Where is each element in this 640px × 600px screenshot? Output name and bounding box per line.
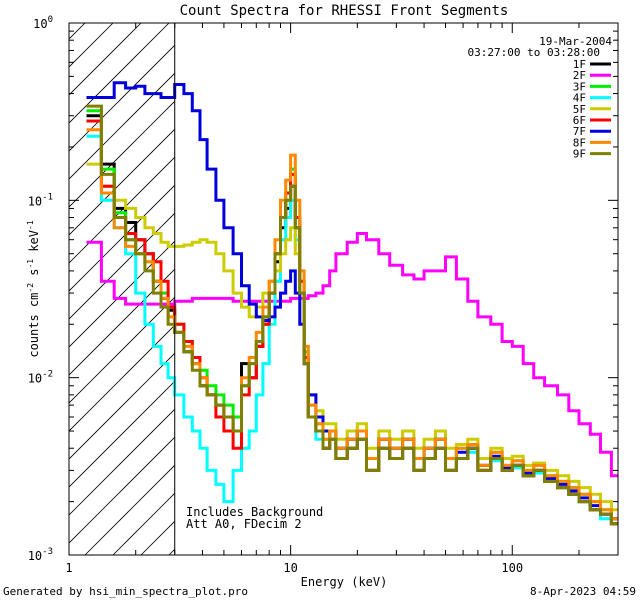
hatch-line [69, 23, 170, 124]
axes: 10-3 10-2 10-1 100 1 10 100 [28, 15, 619, 575]
y-tick-label: 10-3 [28, 547, 53, 563]
hatch-line [69, 72, 175, 180]
hatch-line [69, 436, 175, 544]
legend: 19-Mar-2004 03:27:00 to 03:28:00 1F2F3F4… [468, 35, 613, 161]
legend-label: 1F [573, 58, 586, 71]
series-layer [86, 81, 618, 526]
legend-date: 19-Mar-2004 [539, 35, 612, 48]
y-axis-label: counts cm-2 s-1 keV-1 [26, 220, 41, 357]
y-tick-label: 10-1 [28, 192, 53, 208]
legend-label: 3F [573, 80, 586, 93]
annotation-background: Includes Background [186, 505, 323, 519]
legend-label: 7F [573, 125, 586, 138]
annotation-attenuator: Att A0, FDecim 2 [186, 517, 302, 531]
hatch-line [69, 268, 175, 376]
hatch-line [69, 23, 142, 96]
legend-label: 2F [573, 69, 586, 82]
plot-frame [68, 22, 619, 556]
series-line-2F [86, 232, 618, 478]
hatch-line [69, 212, 175, 320]
legend-label: 4F [573, 92, 586, 105]
chart-title: Count Spectra for RHESSI Front Segments [180, 3, 509, 19]
hatch-line [69, 240, 175, 348]
legend-time-range: 03:27:00 to 03:28:00 [468, 46, 600, 59]
footer-date: 8-Apr-2023 04:59 [530, 585, 636, 598]
legend-label: 5F [573, 103, 586, 116]
x-tick-label: 100 [501, 561, 523, 575]
x-axis-label: Energy (keV) [301, 575, 388, 589]
y-tick-label: 10-2 [28, 370, 53, 386]
hatch-line [69, 380, 175, 488]
x-tick-label: 10 [283, 561, 297, 575]
legend-label: 6F [573, 114, 586, 127]
y-tick-label: 100 [33, 15, 53, 31]
footer-generated-by: Generated by hsi_min_spectra_plot.pro [3, 585, 248, 598]
x-tick-label: 1 [65, 561, 72, 575]
hatch-line [69, 408, 175, 516]
series-line-9F [86, 104, 618, 526]
hatch-line [69, 184, 175, 292]
legend-label: 9F [573, 148, 586, 161]
legend-label: 8F [573, 136, 586, 149]
